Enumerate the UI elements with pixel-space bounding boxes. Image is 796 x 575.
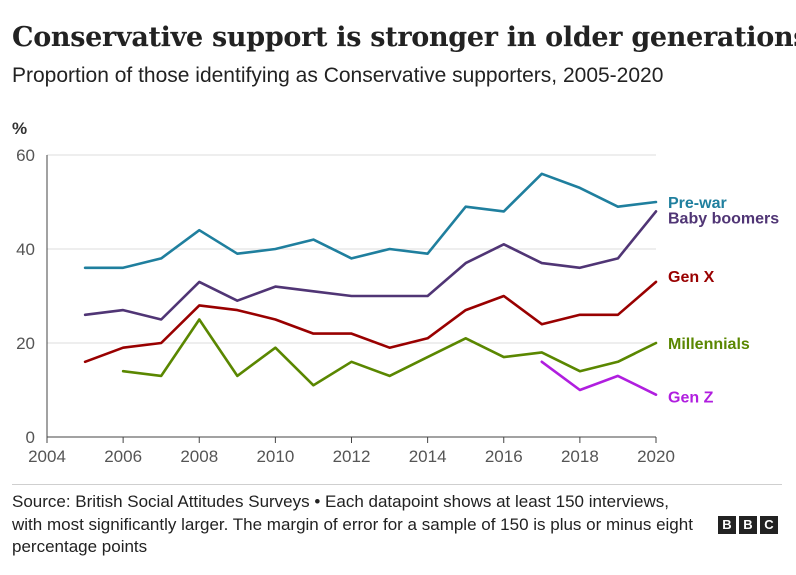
x-tick-label-2018: 2018 <box>561 447 599 466</box>
x-tick-label-2004: 2004 <box>28 447 66 466</box>
series-label-gen-x: Gen X <box>668 269 715 286</box>
x-tick-label-2006: 2006 <box>104 447 142 466</box>
line-chart: 0 20 40 60% 2004 2006 2008 2010 2012 2014 2016 2018… <box>0 0 796 480</box>
series-lines <box>85 174 656 395</box>
x-tick-label-2016: 2016 <box>485 447 523 466</box>
bbc-logo: B B C <box>718 516 778 534</box>
series-line-baby-boomers <box>85 211 656 319</box>
series-label-gen-z: Gen Z <box>668 390 714 407</box>
x-tick-label-2014: 2014 <box>409 447 447 466</box>
y-axis-label: % <box>12 119 27 138</box>
source-note: Source: British Social Attitudes Surveys… <box>12 491 702 559</box>
logo-letter-c: C <box>760 516 778 534</box>
x-tick-label-2010: 2010 <box>256 447 294 466</box>
x-tick-label-2008: 2008 <box>180 447 218 466</box>
y-tick-label-20: 20 <box>16 334 35 353</box>
axes: 0 20 40 60% 2004 2006 2008 2010 2012 2014 2016 2018… <box>12 119 675 466</box>
series-label-millennials: Millennials <box>668 336 750 353</box>
series-line-pre-war <box>85 174 656 268</box>
x-tick-label-2012: 2012 <box>333 447 371 466</box>
y-tick-label-40: 40 <box>16 240 35 259</box>
series-line-millennials <box>123 320 656 386</box>
series-label-baby-boomers: Baby boomers <box>668 210 779 227</box>
logo-letter-b2: B <box>739 516 757 534</box>
y-tick-label-0: 0 <box>26 428 35 447</box>
series-line-gen-x <box>85 282 656 362</box>
logo-letter-b1: B <box>718 516 736 534</box>
x-tick-label-2020: 2020 <box>637 447 675 466</box>
footer-divider <box>12 484 782 485</box>
y-tick-label-60: 60 <box>16 146 35 165</box>
